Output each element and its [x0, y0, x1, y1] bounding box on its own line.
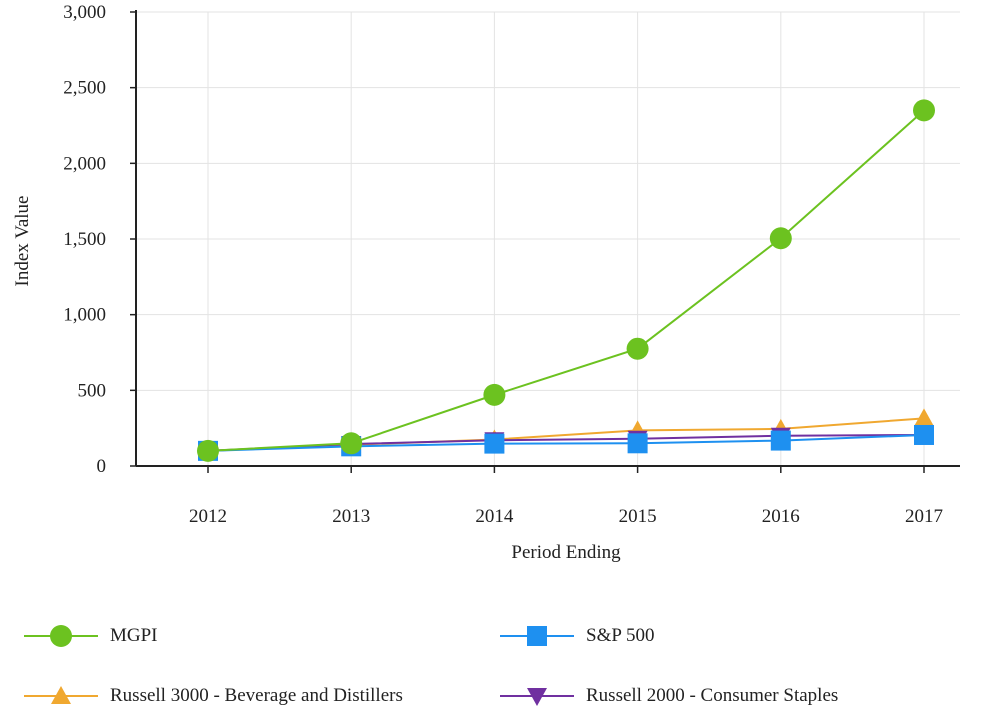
data-point: [626, 337, 649, 360]
x-tick-label: 2013: [332, 506, 370, 527]
series-1: [198, 424, 934, 461]
data-point: [914, 408, 934, 427]
series-0: [197, 99, 935, 462]
legend-marker: [51, 686, 71, 704]
y-tick-label: 1,000: [63, 305, 106, 326]
legend-item-sp500: S&P 500: [498, 616, 654, 656]
data-point: [770, 430, 791, 451]
x-tick-label: 2014: [475, 506, 514, 527]
y-tick-label: 3,000: [63, 2, 106, 23]
legend-item-mgpi: MGPI: [22, 616, 158, 656]
data-point: [483, 383, 506, 406]
data-point: [484, 433, 505, 454]
x-axis-label: Period Ending: [511, 542, 621, 563]
legend-label: MGPI: [110, 625, 158, 646]
chart-legend: MGPI S&P 500 Russell 3000 - Beverage and…: [0, 600, 986, 713]
legend-label: Russell 2000 - Consumer Staples: [586, 685, 839, 706]
legend-marker-triangle-down: [500, 688, 574, 706]
legend-marker: [527, 626, 547, 646]
data-point: [913, 99, 935, 122]
legend-item-russell-3000: Russell 3000 - Beverage and Distillers: [22, 676, 403, 716]
y-tick-label: 2,500: [63, 78, 106, 99]
x-tick-label: 2016: [762, 506, 800, 527]
series-2: [198, 408, 934, 459]
data-point: [627, 433, 648, 454]
x-tick-label: 2012: [189, 506, 227, 527]
legend-item-russell-2000: Russell 2000 - Consumer Staples: [498, 676, 838, 716]
series-group: [197, 99, 935, 462]
grid-lines: [136, 11, 960, 466]
y-tick-label: 2,000: [63, 153, 106, 174]
x-tick-label: 2017: [905, 506, 943, 527]
legend-marker: [527, 688, 547, 706]
axes: [135, 10, 960, 467]
data-point: [340, 432, 363, 455]
series-line: [207, 433, 925, 452]
series-line: [207, 109, 925, 452]
legend-marker-circle: [24, 625, 98, 647]
legend-marker-square: [500, 626, 574, 646]
legend-label: S&P 500: [586, 625, 655, 646]
data-point: [914, 424, 934, 445]
y-tick-label: 500: [78, 380, 107, 401]
legend-label: Russell 3000 - Beverage and Distillers: [110, 685, 403, 706]
y-tick-label: 1,500: [63, 229, 106, 250]
y-axis-ticks: 0 500 1,000 1,500 2,000 2,500 3,000: [63, 2, 136, 477]
legend-marker-triangle-up: [24, 686, 98, 704]
x-tick-label: 2015: [619, 506, 657, 527]
y-tick-label: 0: [97, 456, 107, 477]
data-point: [769, 227, 792, 250]
legend-marker: [50, 625, 72, 647]
x-axis-ticks: 2012 2013 2014 2015 2016 2017: [189, 466, 943, 527]
data-point: [197, 439, 219, 462]
y-axis-label: Index Value: [12, 196, 33, 287]
